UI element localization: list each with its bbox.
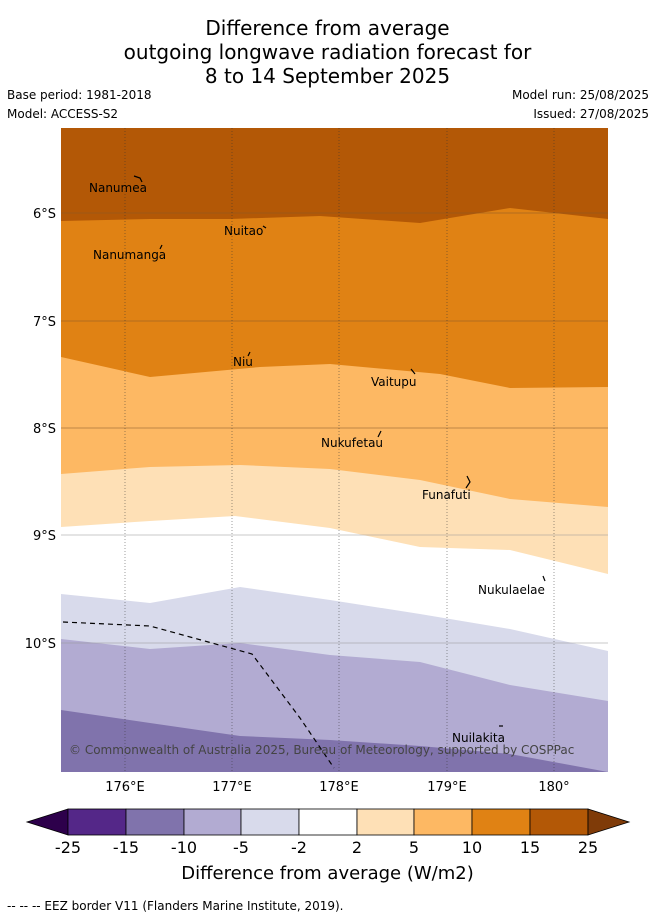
lon-tick-labels: 176°E 177°E 178°E 179°E 180° (105, 780, 569, 795)
issued-date: Issued: 27/08/2025 (533, 107, 649, 121)
lat-tick-7s: 7°S (33, 315, 56, 330)
colorbar-label: 15 (519, 838, 541, 857)
lon-tick-180: 180° (538, 780, 569, 795)
colorbar-swatch-m25-m15 (67, 808, 127, 836)
place-labels: Nanumea Nuitao Nanumanga Niu Vaitupu Nuk… (89, 181, 545, 745)
eez-footnote: -- -- -- EEZ border V11 (Flanders Marine… (7, 899, 344, 913)
colorbar-label: 5 (408, 838, 420, 857)
island-funafuti-outline (465, 475, 471, 489)
colorbar-extend-low (25, 808, 69, 836)
colorbar-swatch-m10-m5 (183, 808, 242, 836)
band-m15tom10 (61, 710, 608, 772)
lon-tick-177e: 177°E (212, 780, 252, 795)
lat-tick-labels: 6°S 7°S 8°S 9°S 10°S (25, 207, 56, 652)
colorbar-label: 25 (577, 838, 599, 857)
colorbar-swatch-m2-2 (298, 808, 358, 836)
colorbar-swatch-2-5 (356, 808, 415, 836)
colorbar-swatch-5-10 (413, 808, 473, 836)
island-vaitupu-outline (410, 368, 416, 375)
colorbar-label: -2 (291, 838, 307, 857)
colorbar-title: Difference from average (W/m2) (181, 863, 474, 884)
island-nuitao-outline (262, 225, 267, 229)
colorbar-swatch-10-15 (471, 808, 531, 836)
lon-tick-179e: 179°E (427, 780, 467, 795)
label-nuitao: Nuitao (224, 224, 263, 238)
island-nukufetau-outline (377, 430, 382, 438)
colorbar-swatch-m5-m2 (240, 808, 300, 836)
copyright-text: © Commonwealth of Australia 2025, Bureau… (69, 743, 574, 757)
label-funafuti: Funafuti (422, 488, 471, 502)
model-name: Model: ACCESS-S2 (7, 107, 119, 121)
colorbar-swatch-m15-m10 (125, 808, 185, 836)
lon-tick-176e: 176°E (105, 780, 145, 795)
island-outlines (133, 175, 546, 727)
colorbar-swatch-15-25 (529, 808, 589, 836)
title-line-2: outgoing longwave radiation forecast for (123, 40, 532, 64)
colorbar (25, 808, 631, 836)
lat-tick-10s: 10°S (25, 637, 56, 652)
lat-tick-8s: 8°S (33, 422, 56, 437)
lon-tick-178e: 178°E (319, 780, 359, 795)
label-nanumea: Nanumea (89, 181, 147, 195)
lat-tick-9s: 9°S (33, 529, 56, 544)
colorbar-label: -25 (54, 838, 82, 857)
title-line-3: 8 to 14 September 2025 (204, 64, 451, 88)
model-run: Model run: 25/08/2025 (511, 88, 649, 102)
label-vaitupu: Vaitupu (371, 375, 417, 389)
colorbar-label: 2 (351, 838, 363, 857)
label-nukufetau: Nukufetau (321, 436, 383, 450)
longitude-gridlines (124, 128, 555, 772)
label-niu: Niu (233, 355, 253, 369)
colorbar-label: -10 (170, 838, 198, 857)
label-nukulaelae: Nukulaelae (478, 583, 545, 597)
island-nukulaelae-outline (542, 575, 546, 582)
island-niu-outline (247, 351, 251, 357)
base-period: Base period: 1981-2018 (7, 88, 152, 102)
colorbar-label: -15 (112, 838, 140, 857)
title-line-1: Difference from average (205, 16, 450, 40)
label-nanumanga: Nanumanga (93, 248, 166, 262)
island-nanumanga-outline (159, 244, 163, 250)
lat-tick-6s: 6°S (33, 207, 56, 222)
chart-title: Difference from average outgoing longwav… (0, 16, 655, 88)
label-nuilakita: Nuilakita (452, 731, 505, 745)
colorbar-label: 10 (461, 838, 483, 857)
colorbar-extend-high (587, 808, 631, 836)
island-nanumea-outline (133, 175, 143, 183)
latitude-gridlines (61, 212, 608, 644)
colorbar-label: -5 (233, 838, 249, 857)
eez-border (62, 621, 335, 769)
